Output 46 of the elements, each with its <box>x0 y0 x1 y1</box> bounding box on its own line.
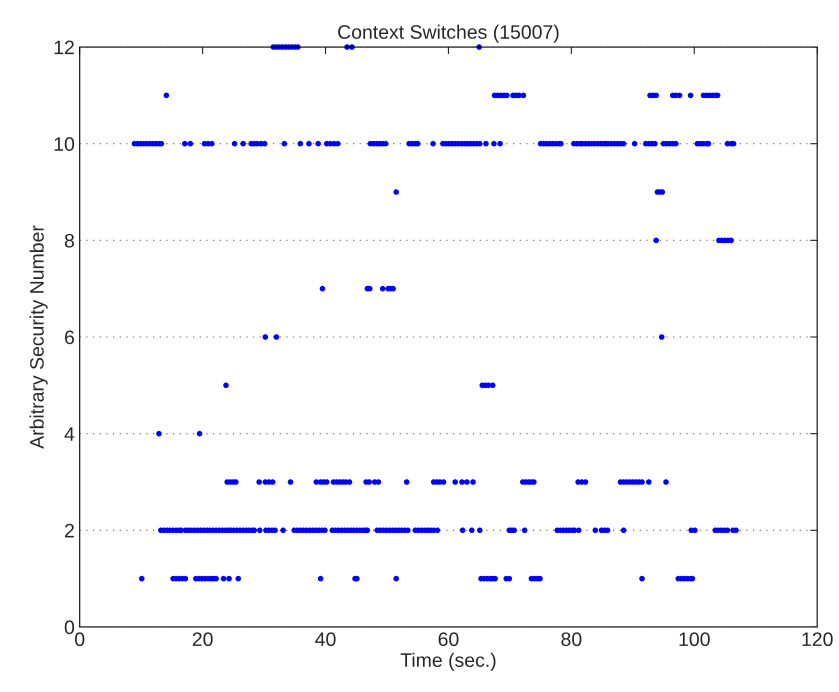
point <box>262 334 268 340</box>
y-tick-label: 6 <box>65 330 74 344</box>
y-tick-label: 4 <box>64 427 74 441</box>
point <box>404 479 410 485</box>
point <box>653 238 659 244</box>
point <box>139 576 145 582</box>
point <box>156 430 162 436</box>
chart-title: Context Switches (15007) <box>338 24 559 43</box>
x-tick-label: 40 <box>315 632 336 646</box>
point <box>464 479 470 485</box>
point <box>164 92 170 98</box>
point <box>226 576 232 582</box>
y-tick-label: 12 <box>54 40 74 54</box>
point <box>470 479 476 485</box>
point <box>274 334 280 340</box>
point <box>688 92 694 98</box>
point <box>393 576 399 582</box>
x-tick-label: 0 <box>75 632 84 646</box>
point <box>452 479 458 485</box>
point <box>658 334 664 340</box>
x-tick-label: 120 <box>802 632 833 646</box>
point <box>235 576 242 582</box>
y-tick-label: 0 <box>64 620 74 634</box>
point <box>288 479 294 485</box>
point <box>380 286 386 292</box>
y-tick-label: 8 <box>64 234 74 248</box>
point <box>646 479 652 485</box>
point <box>220 576 226 582</box>
y-axis-title: Arbitrary Security Number <box>30 225 48 449</box>
point <box>196 430 202 436</box>
x-axis-title: Time (sec.) <box>400 652 496 671</box>
point <box>663 479 669 485</box>
point <box>520 92 526 98</box>
x-tick-label: 20 <box>192 632 213 646</box>
point <box>320 286 326 292</box>
x-tick-label: 100 <box>680 632 710 646</box>
point <box>639 576 645 582</box>
y-tick-label: 10 <box>54 137 74 151</box>
point <box>256 479 262 485</box>
y-tick-label: 2 <box>65 524 74 538</box>
point <box>393 189 399 195</box>
x-tick-label: 60 <box>438 632 458 646</box>
point <box>318 576 324 582</box>
x-tick-label: 80 <box>561 632 582 646</box>
point <box>459 479 465 485</box>
point <box>223 382 229 388</box>
